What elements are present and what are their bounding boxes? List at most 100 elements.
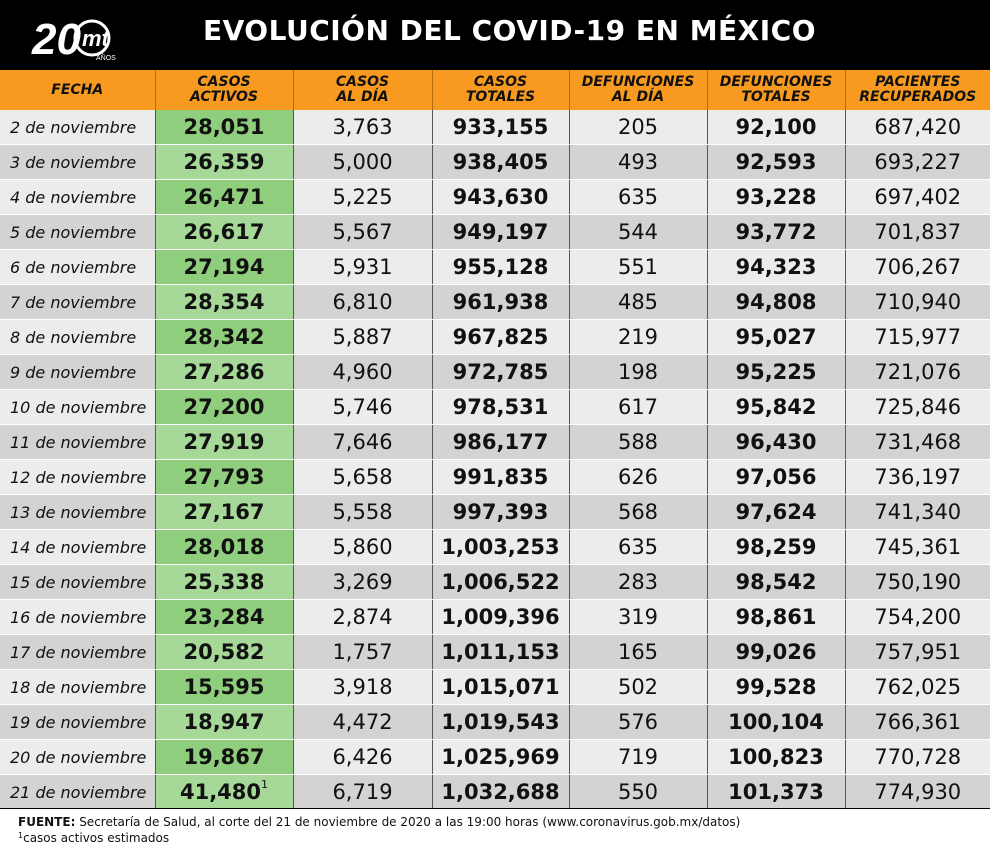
cell-casos-totales: 967,825	[432, 319, 570, 355]
cell-value: 23,284	[183, 605, 265, 629]
cell-value: 502	[617, 675, 659, 699]
cell-value: 978,531	[452, 395, 549, 419]
cell-casos-al-dia: 5,860	[293, 529, 433, 565]
cell-pacientes-recuperados: 693,227	[845, 144, 990, 180]
cell-pacientes-recuperados: 701,837	[845, 214, 990, 250]
cell-casos-activos: 19,867	[155, 739, 294, 775]
cell-casos-activos: 26,471	[155, 179, 294, 215]
table-row: 21 de noviembre 41,4801 6,719 1,032,688 550 1…	[0, 774, 990, 810]
cell-defunciones-totales: 100,823	[707, 739, 846, 775]
cell-value: 96,430	[735, 430, 817, 454]
cell-value: 19,867	[183, 745, 265, 769]
cell-value: 15,595	[183, 675, 265, 699]
cell-value: 7 de noviembre	[10, 292, 137, 312]
cell-casos-totales: 949,197	[432, 214, 570, 250]
cell-fecha: 15 de noviembre	[0, 564, 156, 600]
cell-value: 8 de noviembre	[10, 327, 137, 347]
cell-value: 15 de noviembre	[10, 572, 147, 592]
cell-value: 28,342	[183, 325, 265, 349]
cell-value: 626	[617, 465, 659, 489]
cell-value: 6,810	[332, 290, 393, 314]
cell-pacientes-recuperados: 750,190	[845, 564, 990, 600]
cell-fecha: 9 de noviembre	[0, 354, 156, 390]
table-row: 17 de noviembre 20,582 1,757 1,011,153 165 99…	[0, 634, 990, 670]
cell-casos-activos: 18,947	[155, 704, 294, 740]
cell-value: 5,658	[332, 465, 393, 489]
cell-defunciones-al-dia: 485	[569, 284, 708, 320]
cell-value: 617	[617, 395, 659, 419]
cell-value: 3,763	[332, 115, 393, 139]
cell-defunciones-totales: 99,026	[707, 634, 846, 670]
cell-value: 28,018	[183, 535, 265, 559]
cell-casos-totales: 1,015,071	[432, 669, 570, 705]
cell-value: 770,728	[874, 745, 962, 769]
cell-defunciones-al-dia: 493	[569, 144, 708, 180]
cell-casos-al-dia: 7,646	[293, 424, 433, 460]
cell-value: 25,338	[183, 570, 265, 594]
cell-value: 933,155	[452, 115, 549, 139]
cell-pacientes-recuperados: 762,025	[845, 669, 990, 705]
cell-value: 219	[617, 325, 659, 349]
cell-defunciones-totales: 92,593	[707, 144, 846, 180]
cell-value: 757,951	[874, 640, 962, 664]
cell-value: 9 de noviembre	[10, 362, 137, 382]
cell-pacientes-recuperados: 736,197	[845, 459, 990, 495]
cell-fecha: 7 de noviembre	[0, 284, 156, 320]
logo-brand: mt	[82, 26, 111, 51]
cell-casos-totales: 943,630	[432, 179, 570, 215]
cell-fecha: 6 de noviembre	[0, 249, 156, 285]
table-row: 20 de noviembre 19,867 6,426 1,025,969 719 10…	[0, 739, 990, 775]
cell-pacientes-recuperados: 710,940	[845, 284, 990, 320]
cell-defunciones-totales: 95,225	[707, 354, 846, 390]
cell-value: 92,100	[735, 115, 817, 139]
cell-value: 26,617	[183, 220, 265, 244]
cell-value: 701,837	[874, 220, 962, 244]
cell-casos-activos: 26,617	[155, 214, 294, 250]
cell-value: 97,624	[735, 500, 817, 524]
cell-fecha: 14 de noviembre	[0, 529, 156, 565]
cell-value: 4,472	[332, 710, 393, 734]
cell-value: 93,228	[735, 185, 817, 209]
cell-fecha: 12 de noviembre	[0, 459, 156, 495]
cell-value: 28,051	[183, 115, 265, 139]
cell-value: 5,558	[332, 500, 393, 524]
cell-casos-activos: 27,793	[155, 459, 294, 495]
cell-defunciones-al-dia: 198	[569, 354, 708, 390]
cell-casos-activos: 41,4801	[155, 774, 294, 810]
cell-casos-al-dia: 4,960	[293, 354, 433, 390]
cell-value: 94,323	[735, 255, 817, 279]
cell-value: 568	[617, 500, 659, 524]
logo-number: 20	[31, 15, 81, 64]
cell-casos-al-dia: 4,472	[293, 704, 433, 740]
table-row: 11 de noviembre 27,919 7,646 986,177 588 96,4…	[0, 424, 990, 460]
cell-pacientes-recuperados: 766,361	[845, 704, 990, 740]
cell-value: 949,197	[452, 220, 549, 244]
cell-pacientes-recuperados: 745,361	[845, 529, 990, 565]
cell-value: 997,393	[452, 500, 549, 524]
table-row: 2 de noviembre 28,051 3,763 933,155 205 92,10…	[0, 110, 990, 145]
cell-casos-al-dia: 5,225	[293, 179, 433, 215]
cell-value: 731,468	[874, 430, 962, 454]
footnote-text: casos activos estimados	[23, 831, 170, 845]
cell-value: 2,874	[332, 605, 393, 629]
cell-casos-al-dia: 6,426	[293, 739, 433, 775]
cell-defunciones-al-dia: 550	[569, 774, 708, 810]
cell-value: 1,757	[332, 640, 393, 664]
cell-value: 550	[617, 780, 659, 804]
cell-defunciones-al-dia: 576	[569, 704, 708, 740]
cell-defunciones-totales: 98,542	[707, 564, 846, 600]
cell-defunciones-al-dia: 617	[569, 389, 708, 425]
cell-defunciones-totales: 94,808	[707, 284, 846, 320]
column-header-casos-totales: CASOS TOTALES	[432, 70, 570, 110]
cell-defunciones-al-dia: 588	[569, 424, 708, 460]
column-header-defunciones-totales: DEFUNCIONES TOTALES	[707, 70, 846, 110]
cell-value: 5,000	[332, 150, 393, 174]
cell-value: 6 de noviembre	[10, 257, 137, 277]
cell-value: 774,930	[874, 780, 962, 804]
cell-defunciones-al-dia: 283	[569, 564, 708, 600]
cell-fecha: 20 de noviembre	[0, 739, 156, 775]
cell-value: 99,528	[735, 675, 817, 699]
cell-value: 13 de noviembre	[10, 502, 147, 522]
cell-pacientes-recuperados: 687,420	[845, 110, 990, 145]
cell-casos-totales: 991,835	[432, 459, 570, 495]
